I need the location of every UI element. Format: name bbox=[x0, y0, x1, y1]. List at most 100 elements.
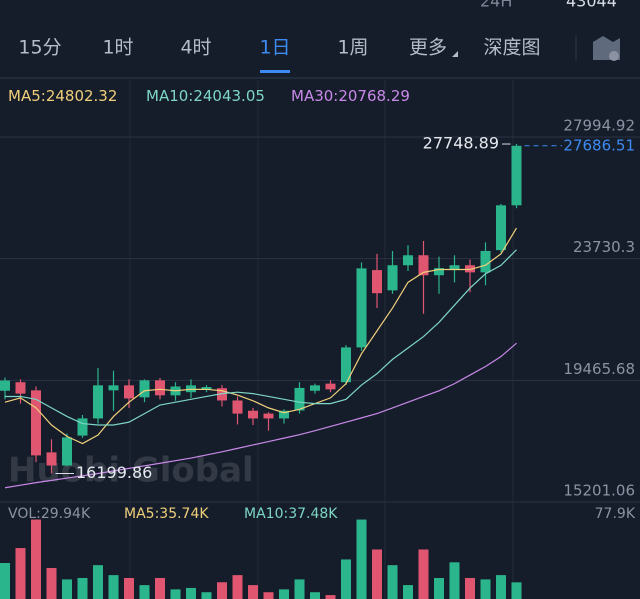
volume-bar bbox=[31, 519, 41, 599]
plot: 27994.92 23730.3 19465.68 15201.06 MA5:24802… bbox=[0, 87, 640, 599]
volume-bar bbox=[46, 568, 57, 599]
candle-body bbox=[139, 380, 150, 398]
active-underline bbox=[260, 70, 290, 73]
volume-bar bbox=[217, 582, 227, 599]
volume-bar bbox=[77, 577, 88, 599]
ma-legend-name: MA5: bbox=[8, 87, 46, 105]
volume-bar bbox=[372, 549, 382, 599]
candle-body bbox=[15, 382, 26, 394]
candle-body bbox=[325, 383, 336, 390]
ma-legend-name: MA30: bbox=[291, 87, 338, 105]
candle-body bbox=[449, 265, 460, 271]
volume-bar bbox=[341, 559, 351, 599]
volume-bar bbox=[170, 589, 181, 599]
candle-body bbox=[387, 265, 398, 291]
y-tick-label: 15201.06 bbox=[563, 482, 635, 500]
candle-body bbox=[294, 387, 305, 411]
tab[interactable]: 15分 bbox=[18, 37, 61, 59]
ma-line bbox=[5, 249, 517, 426]
candle-body bbox=[310, 385, 320, 391]
candle-body bbox=[418, 255, 429, 276]
candle-body bbox=[372, 270, 382, 294]
ma-legend: MA10:24043.05 bbox=[146, 87, 265, 105]
candle-body bbox=[356, 268, 367, 348]
candle-body bbox=[480, 250, 491, 273]
candle-body bbox=[124, 385, 134, 399]
ma-legend-value: 24802.32 bbox=[46, 87, 118, 105]
volume-bar bbox=[62, 579, 72, 599]
candle-body bbox=[108, 385, 119, 391]
tab[interactable]: 1日 bbox=[259, 37, 290, 59]
volume-bar bbox=[201, 592, 212, 599]
candle-body bbox=[496, 205, 506, 251]
volume-bar bbox=[418, 549, 429, 599]
candle-body bbox=[0, 380, 10, 391]
volume-bar bbox=[496, 575, 506, 599]
volume-bar bbox=[248, 585, 258, 599]
volume-bar bbox=[93, 565, 103, 599]
settings-gear bbox=[609, 51, 619, 61]
y-tick-label: 19465.68 bbox=[563, 360, 635, 378]
y-tick-label: 23730.3 bbox=[573, 238, 635, 256]
tab[interactable]: 更多 bbox=[409, 37, 447, 59]
volume-legend: VOL:29.94K bbox=[8, 506, 91, 522]
volume-bar bbox=[15, 548, 26, 599]
volume-bar bbox=[263, 592, 274, 599]
ma-legend-name: MA10: bbox=[146, 87, 193, 105]
candle-body bbox=[341, 347, 351, 383]
candle-body bbox=[403, 255, 413, 266]
max-label: 27748.89 bbox=[423, 134, 499, 153]
tab[interactable]: 1时 bbox=[102, 37, 133, 59]
ma-line bbox=[4, 342, 517, 489]
candle-body bbox=[93, 385, 103, 419]
candle-body bbox=[201, 387, 212, 390]
candle-body bbox=[263, 413, 274, 419]
volume-bar bbox=[0, 563, 10, 599]
candle-body bbox=[434, 268, 444, 276]
tab[interactable]: 深度图 bbox=[483, 37, 540, 59]
volume-bar bbox=[139, 585, 150, 599]
tab[interactable]: 4时 bbox=[180, 37, 211, 59]
dropdown-arrow bbox=[452, 51, 458, 57]
volume-bar bbox=[279, 589, 289, 599]
volume-bar bbox=[124, 577, 134, 599]
ma-line bbox=[4, 227, 518, 445]
candle-body bbox=[31, 390, 41, 456]
volume-bar bbox=[480, 579, 491, 599]
ma-legend: MA5:24802.32 bbox=[8, 87, 117, 105]
period-label: 24H bbox=[480, 0, 512, 11]
candle-body bbox=[77, 418, 88, 436]
volume-bar bbox=[325, 595, 336, 599]
volume-tick-label: 77.9K bbox=[595, 506, 636, 522]
period-value: 43044 bbox=[566, 0, 617, 11]
volume-bar bbox=[387, 565, 398, 599]
min-label: 16199.86 bbox=[76, 463, 152, 482]
volume-legend: MA10:37.48K bbox=[244, 506, 338, 522]
ma-legend: MA30:20768.29 bbox=[291, 87, 410, 105]
tab[interactable]: 1周 bbox=[337, 37, 368, 59]
volume-bar bbox=[232, 575, 243, 599]
volume-legend: MA5:35.74K bbox=[124, 506, 209, 522]
candle-body bbox=[279, 410, 289, 419]
candle-body bbox=[248, 410, 258, 419]
volume-bar bbox=[356, 519, 367, 599]
candle-body bbox=[511, 145, 522, 206]
candle-body bbox=[465, 265, 475, 273]
candle-body bbox=[62, 437, 72, 466]
candle-body bbox=[217, 388, 227, 401]
volume-bar bbox=[449, 562, 460, 599]
candle-body bbox=[155, 380, 165, 396]
volume-bar bbox=[403, 585, 413, 599]
current-price-label: 27686.51 bbox=[563, 136, 635, 154]
tab-bar: 15分 1时 4时 1日 1周 更多 深度图 bbox=[18, 37, 541, 73]
volume-bar bbox=[511, 582, 522, 599]
volume-bar bbox=[155, 577, 165, 599]
volume-bar bbox=[434, 577, 444, 599]
volume-bar bbox=[465, 577, 475, 599]
volume-bar bbox=[108, 575, 119, 599]
volume-bar bbox=[186, 587, 196, 599]
ma-legend-value: 20768.29 bbox=[338, 87, 410, 105]
volume-bar bbox=[310, 592, 320, 599]
candle-body bbox=[232, 400, 243, 414]
